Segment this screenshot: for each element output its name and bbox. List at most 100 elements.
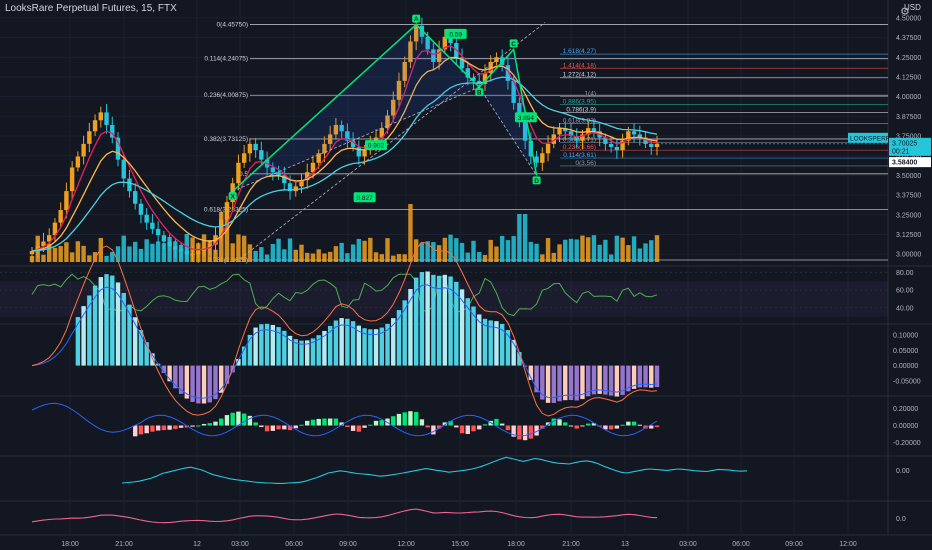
oscillator-bar — [545, 422, 551, 426]
macd-histogram-bar — [127, 304, 132, 366]
candle-body — [528, 140, 534, 157]
volume-bar — [104, 255, 109, 262]
macd-histogram-bar — [264, 323, 270, 366]
volume-bar — [121, 235, 126, 262]
price-tick-label: 3.12500 — [896, 232, 921, 239]
ext-level-label: 0.236(3.66) — [563, 144, 596, 151]
oscillator-bar — [362, 425, 367, 428]
candle-body — [436, 49, 442, 62]
volume-bar — [522, 214, 528, 262]
macd-histogram-bar — [373, 329, 379, 366]
macd-histogram-bar — [98, 277, 104, 366]
macd-pane — [31, 241, 660, 417]
oscillator-bar — [161, 425, 167, 431]
price-tick-label: 3.50000 — [896, 173, 921, 180]
macd-histogram-bar — [563, 365, 568, 401]
candle-body — [505, 65, 511, 81]
price-tick-label: 4.50000 — [896, 15, 921, 22]
candle-body — [574, 136, 579, 141]
candle-body — [379, 128, 384, 138]
macd-histogram-bar — [402, 300, 407, 366]
candle-body — [241, 153, 247, 163]
volume-bar — [540, 254, 545, 262]
volume-bar — [236, 234, 241, 262]
time-tick-label: 12:00 — [839, 541, 857, 548]
ext-level-label: 1.414(4.18) — [563, 62, 596, 69]
pattern-point-badge — [509, 39, 518, 48]
price-tick-label: 4.25000 — [896, 55, 921, 62]
pattern-point-label: B — [477, 90, 482, 97]
oscillator-bar — [614, 425, 620, 429]
ratio-badge — [514, 112, 537, 123]
oscillator-bar — [196, 425, 201, 427]
oscillator-bar — [568, 425, 574, 427]
price-tick-label: 3.75000 — [896, 134, 921, 141]
oscillator-bar — [287, 425, 293, 431]
volume-bar — [431, 242, 436, 262]
candle-body — [591, 128, 597, 132]
ext-level-label: 0.786(3.9) — [566, 106, 596, 113]
macd-histogram-bar — [219, 365, 224, 393]
oscillator-bar — [654, 425, 660, 428]
grid — [0, 0, 932, 536]
candle-body — [219, 219, 224, 236]
volume-bar — [115, 246, 121, 262]
volume-bar — [649, 240, 654, 262]
price-tick-label: 3.37500 — [896, 193, 921, 200]
macd-histogram-bar — [356, 325, 362, 366]
volume-bar — [253, 250, 258, 262]
oscillator-bar — [649, 425, 654, 429]
macd-histogram-bar — [87, 295, 92, 366]
volume-bar — [391, 255, 396, 262]
pattern-point-badge — [475, 88, 484, 97]
oscillator-bar — [173, 425, 178, 429]
candle-body — [482, 73, 488, 85]
macd-histogram-bar — [385, 323, 390, 366]
macd-histogram-bar — [368, 329, 373, 366]
time-tick-label: 03:00 — [679, 541, 697, 548]
candle-body — [534, 156, 539, 163]
pattern-point-label: C — [511, 41, 516, 48]
volume-bar — [505, 240, 511, 262]
time-tick-label: 18:00 — [61, 541, 79, 548]
ratio-label: 0.902 — [368, 143, 385, 150]
volume-bar — [327, 251, 333, 262]
oscillator-bar — [201, 423, 207, 426]
gear-icon[interactable]: ⚙ — [900, 6, 910, 18]
osc-tick-label: 0.00000 — [893, 423, 918, 430]
volume-bar — [454, 238, 459, 262]
price-axis: 4.50000 4.37500 4.25000 4.12500 4.00000 3.875… — [848, 15, 931, 523]
candle-body — [41, 241, 46, 247]
oscillator-bar — [345, 425, 350, 428]
candle-body — [568, 131, 574, 136]
macd-histogram-bar — [654, 365, 660, 388]
candle-body — [47, 235, 52, 242]
macd-histogram-bar — [517, 352, 522, 366]
volume-bar — [299, 244, 304, 262]
candle-body — [150, 222, 155, 229]
oscillator-bar — [224, 415, 230, 426]
oscillator-bar — [368, 424, 373, 426]
oscillator-bar — [425, 425, 430, 428]
macd-histogram-bar — [201, 365, 207, 404]
volume-bar — [459, 242, 465, 262]
last-price-label: 3.70025 — [892, 140, 917, 147]
volume-bar — [488, 239, 493, 262]
candle-body — [649, 143, 654, 148]
volume-bar — [471, 240, 476, 262]
price-tick-label: 3.25000 — [896, 212, 921, 219]
volume-bar — [362, 240, 367, 262]
time-tick-label: 06:00 — [732, 541, 750, 548]
macd-histogram-bar — [379, 327, 384, 366]
volume-bar — [127, 246, 132, 262]
volume-bar — [574, 239, 579, 262]
volume-bar — [316, 249, 321, 262]
volume-bar — [545, 238, 551, 262]
candle-body — [448, 36, 453, 44]
ema-fast-line — [31, 45, 658, 252]
candle-body — [133, 191, 138, 204]
volume-bar — [75, 241, 81, 262]
volume-bar — [643, 243, 648, 262]
candle-body — [310, 162, 316, 173]
